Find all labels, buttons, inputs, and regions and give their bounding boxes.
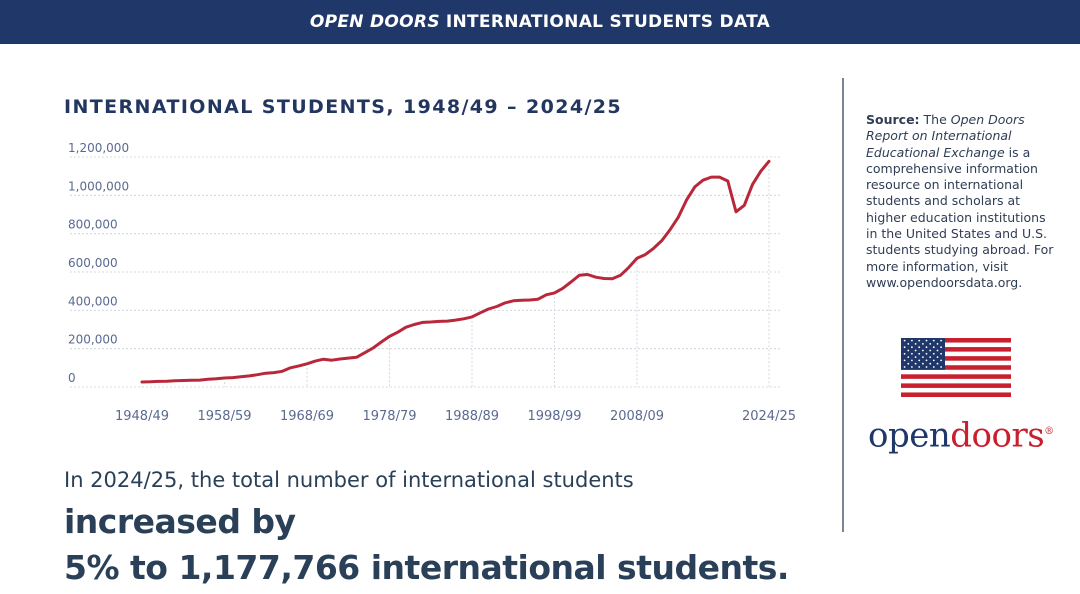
y-tick-label: 1,200,000 — [68, 141, 129, 155]
x-tick-label: 2024/25 — [742, 409, 796, 424]
logo-part-2: doors — [950, 415, 1045, 456]
x-tick-label: 2008/09 — [610, 409, 664, 424]
y-tick-label: 800,000 — [68, 218, 118, 232]
x-guide-lines — [141, 165, 770, 387]
gridlines — [70, 156, 782, 388]
y-tick-label: 200,000 — [68, 333, 118, 347]
x-tick-label: 1988/89 — [445, 409, 499, 424]
headline: In 2024/25, the total number of internat… — [64, 460, 804, 594]
x-tick-label: 1968/69 — [280, 409, 334, 424]
headline-lead: In 2024/25, the total number of internat… — [64, 468, 634, 492]
logo-registered-mark: ® — [1044, 426, 1054, 437]
source-text-2: is a comprehensive information resource … — [866, 144, 1054, 290]
logo-part-1: open — [868, 415, 951, 456]
x-tick-label: 1998/99 — [527, 409, 581, 424]
us-flag-icon — [901, 338, 1011, 397]
source-report-title: Open Doors Report on International Educa… — [866, 112, 1025, 160]
x-tick-label: 1978/79 — [362, 409, 416, 424]
banner-title: INTERNATIONAL STUDENTS DATA — [445, 12, 771, 32]
series-line-international-students — [140, 159, 771, 384]
y-axis-ticks: 0 200,000 400,000 600,000 800,000 1,000,000 1,… — [68, 141, 129, 385]
x-axis-ticks: 1948/49 1958/59 1968/69 1978/79 1988/89 1998/… — [115, 409, 796, 424]
y-tick-label: 400,000 — [68, 294, 118, 308]
x-tick-label: 1958/59 — [197, 409, 251, 424]
y-tick-label: 600,000 — [68, 256, 118, 270]
vertical-divider — [842, 78, 844, 532]
banner-brand: OPEN DOORS — [309, 12, 440, 32]
top-banner: OPEN DOORS INTERNATIONAL STUDENTS DATA — [0, 0, 1080, 44]
x-tick-label: 1948/49 — [115, 409, 169, 424]
y-tick-label: 0 — [68, 371, 76, 385]
source-text-1: The — [923, 112, 947, 127]
headline-highlight-1: increased by — [64, 502, 296, 541]
opendoors-logo: opendoors® — [868, 412, 1054, 455]
line-chart: 0 200,000 400,000 600,000 800,000 1,000,000 1,… — [68, 141, 796, 424]
chart-title: INTERNATIONAL STUDENTS, 1948/49 – 2024/2… — [64, 96, 623, 118]
source-note: Source: The Open Doors Report on Interna… — [866, 112, 1056, 291]
source-label: Source: — [866, 112, 920, 127]
y-tick-label: 1,000,000 — [68, 179, 129, 193]
headline-highlight-2: 5% to 1,177,766 international students. — [64, 548, 789, 587]
